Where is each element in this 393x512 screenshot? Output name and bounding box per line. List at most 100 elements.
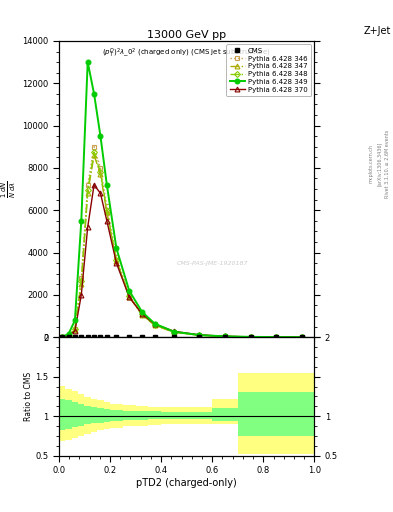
Pythia 6.428 370	[73, 328, 77, 334]
Pythia 6.428 349	[73, 317, 77, 324]
Pythia 6.428 349	[105, 182, 109, 188]
Pythia 6.428 346	[299, 334, 304, 340]
Pythia 6.428 347	[73, 327, 77, 333]
Pythia 6.428 346	[66, 332, 71, 338]
Pythia 6.428 346	[197, 332, 202, 338]
Pythia 6.428 346	[92, 144, 96, 150]
CMS	[79, 334, 84, 340]
Text: Z+Jet: Z+Jet	[364, 26, 391, 36]
Pythia 6.428 370	[60, 334, 64, 340]
Pythia 6.428 347	[172, 329, 176, 335]
Pythia 6.428 370	[105, 218, 109, 224]
Pythia 6.428 349	[152, 321, 157, 327]
Pythia 6.428 348	[222, 333, 227, 339]
Line: Pythia 6.428 347: Pythia 6.428 347	[60, 153, 304, 339]
Pythia 6.428 347	[114, 258, 119, 264]
Text: CMS-PAS-JME-1920187: CMS-PAS-JME-1920187	[176, 261, 248, 266]
Pythia 6.428 348	[66, 332, 71, 338]
Pythia 6.428 347	[92, 152, 96, 158]
Pythia 6.428 370	[66, 333, 71, 339]
CMS	[140, 334, 144, 340]
Pythia 6.428 349	[92, 91, 96, 97]
Pythia 6.428 348	[85, 187, 90, 193]
Text: [arXiv:1306.3436]: [arXiv:1306.3436]	[377, 142, 382, 186]
CMS	[197, 334, 202, 340]
Pythia 6.428 349	[299, 334, 304, 340]
Text: Rivet 3.1.10, ≥ 2.6M events: Rivet 3.1.10, ≥ 2.6M events	[385, 130, 389, 198]
Pythia 6.428 347	[98, 171, 103, 177]
Pythia 6.428 346	[85, 182, 90, 188]
Pythia 6.428 348	[98, 169, 103, 175]
CMS	[92, 334, 96, 340]
Line: Pythia 6.428 346: Pythia 6.428 346	[60, 144, 304, 339]
Line: Pythia 6.428 370: Pythia 6.428 370	[60, 182, 304, 339]
Pythia 6.428 370	[172, 328, 176, 334]
Pythia 6.428 347	[127, 294, 132, 300]
Pythia 6.428 349	[127, 288, 132, 294]
Pythia 6.428 346	[60, 334, 64, 340]
Line: Pythia 6.428 348: Pythia 6.428 348	[60, 150, 304, 339]
Pythia 6.428 348	[172, 329, 176, 335]
Pythia 6.428 348	[274, 334, 279, 340]
CMS	[60, 334, 64, 340]
Pythia 6.428 349	[114, 245, 119, 251]
Pythia 6.428 346	[105, 203, 109, 209]
Pythia 6.428 347	[79, 281, 84, 287]
Pythia 6.428 346	[98, 165, 103, 171]
Y-axis label: Ratio to CMS: Ratio to CMS	[24, 372, 33, 421]
Pythia 6.428 348	[79, 278, 84, 284]
Pythia 6.428 370	[222, 333, 227, 339]
Pythia 6.428 349	[274, 334, 279, 340]
Pythia 6.428 348	[73, 326, 77, 332]
Pythia 6.428 349	[248, 334, 253, 340]
Pythia 6.428 346	[152, 322, 157, 328]
Legend: CMS, Pythia 6.428 346, Pythia 6.428 347, Pythia 6.428 348, Pythia 6.428 349, Pyt: CMS, Pythia 6.428 346, Pythia 6.428 347,…	[226, 45, 311, 96]
Pythia 6.428 370	[92, 182, 96, 188]
Pythia 6.428 370	[248, 334, 253, 340]
Pythia 6.428 370	[299, 334, 304, 340]
CMS	[299, 334, 304, 340]
Pythia 6.428 348	[152, 322, 157, 328]
Line: Pythia 6.428 349: Pythia 6.428 349	[60, 60, 304, 339]
Pythia 6.428 346	[127, 292, 132, 298]
Pythia 6.428 347	[274, 334, 279, 340]
Pythia 6.428 370	[85, 224, 90, 230]
Pythia 6.428 348	[127, 293, 132, 299]
Pythia 6.428 347	[60, 334, 64, 340]
Pythia 6.428 346	[140, 311, 144, 317]
Pythia 6.428 370	[274, 334, 279, 340]
Pythia 6.428 346	[248, 334, 253, 340]
Pythia 6.428 347	[222, 333, 227, 339]
Pythia 6.428 347	[299, 334, 304, 340]
Text: $(p_T^D)^2\lambda\_0^2$ (charged only) (CMS jet substructure): $(p_T^D)^2\lambda\_0^2$ (charged only) (…	[102, 47, 271, 60]
Pythia 6.428 349	[172, 329, 176, 335]
Pythia 6.428 348	[197, 332, 202, 338]
Pythia 6.428 370	[79, 292, 84, 298]
Pythia 6.428 346	[79, 275, 84, 281]
Pythia 6.428 348	[114, 257, 119, 263]
Y-axis label: $\frac{1}{N}\frac{dN}{d\lambda}$: $\frac{1}{N}\frac{dN}{d\lambda}$	[0, 180, 18, 198]
CMS	[114, 334, 119, 340]
Pythia 6.428 349	[60, 334, 64, 340]
CMS	[85, 334, 90, 340]
Pythia 6.428 348	[92, 149, 96, 155]
Pythia 6.428 346	[172, 329, 176, 335]
Pythia 6.428 370	[140, 311, 144, 317]
Pythia 6.428 346	[73, 326, 77, 332]
Pythia 6.428 347	[85, 190, 90, 197]
CMS	[105, 334, 109, 340]
CMS	[66, 334, 71, 340]
Pythia 6.428 346	[274, 334, 279, 340]
CMS	[73, 334, 77, 340]
Pythia 6.428 349	[85, 59, 90, 65]
Pythia 6.428 370	[114, 260, 119, 266]
CMS	[248, 334, 253, 340]
Pythia 6.428 348	[299, 334, 304, 340]
Pythia 6.428 370	[98, 190, 103, 197]
Pythia 6.428 346	[114, 254, 119, 260]
Pythia 6.428 348	[248, 334, 253, 340]
Text: mcplots.cern.ch: mcplots.cern.ch	[369, 144, 374, 183]
Pythia 6.428 349	[140, 309, 144, 315]
Pythia 6.428 347	[66, 333, 71, 339]
X-axis label: pTD2 (charged-only): pTD2 (charged-only)	[136, 478, 237, 488]
